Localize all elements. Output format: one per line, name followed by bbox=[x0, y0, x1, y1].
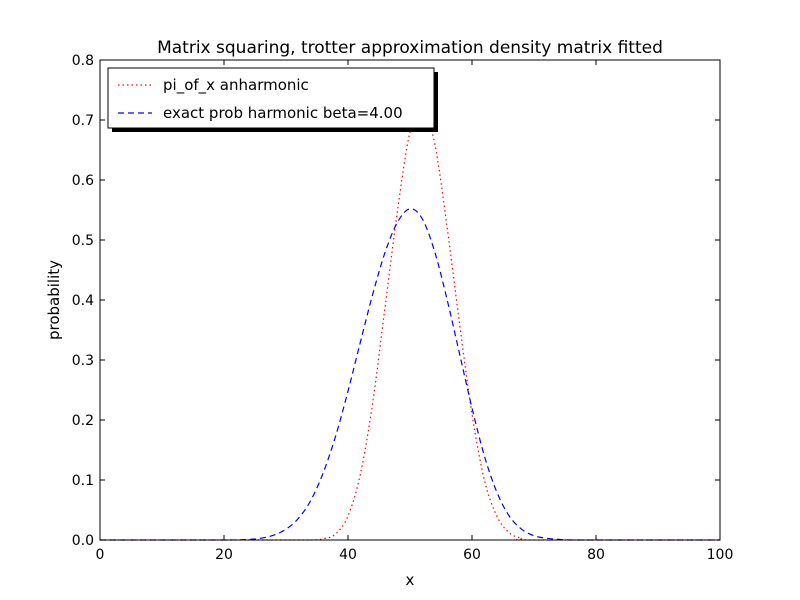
x-tick-label: 20 bbox=[215, 547, 233, 563]
x-tick-label: 100 bbox=[707, 547, 734, 563]
plot-area bbox=[100, 60, 720, 540]
legend-label-2: exact prob harmonic beta=4.00 bbox=[163, 104, 403, 122]
legend-label-1: pi_of_x anharmonic bbox=[163, 76, 309, 95]
legend: pi_of_x anharmonic exact prob harmonic be… bbox=[107, 67, 438, 132]
x-tick-label: 60 bbox=[463, 547, 481, 563]
y-tick-label: 0.8 bbox=[72, 53, 94, 69]
y-tick-label: 0.7 bbox=[72, 113, 94, 129]
y-tick-label: 0.5 bbox=[72, 233, 94, 249]
ticks-layer: 0 20 40 60 80 100 0.0 0.1 0.2 0.3 0.4 0.5 0.6 0.7 0.8 bbox=[72, 53, 734, 563]
x-tick-label: 0 bbox=[96, 547, 105, 563]
x-tick-label: 80 bbox=[587, 547, 605, 563]
y-tick-label: 0.2 bbox=[72, 413, 94, 429]
y-tick-label: 0.3 bbox=[72, 353, 94, 369]
chart-title: Matrix squaring, trotter approximation d… bbox=[157, 38, 663, 58]
y-axis-label: probability bbox=[45, 260, 63, 340]
series-layer bbox=[100, 107, 720, 541]
y-tick-label: 0.1 bbox=[72, 473, 94, 489]
x-axis-label: x bbox=[406, 571, 415, 589]
x-tick-label: 40 bbox=[339, 547, 357, 563]
y-tick-label: 0.4 bbox=[72, 293, 94, 309]
y-tick-label: 0.0 bbox=[72, 533, 94, 549]
y-tick-label: 0.6 bbox=[72, 173, 94, 189]
legend-entries: pi_of_x anharmonic exact prob harmonic be… bbox=[118, 76, 403, 122]
legend-box bbox=[107, 67, 435, 129]
series-line-2 bbox=[100, 208, 720, 541]
